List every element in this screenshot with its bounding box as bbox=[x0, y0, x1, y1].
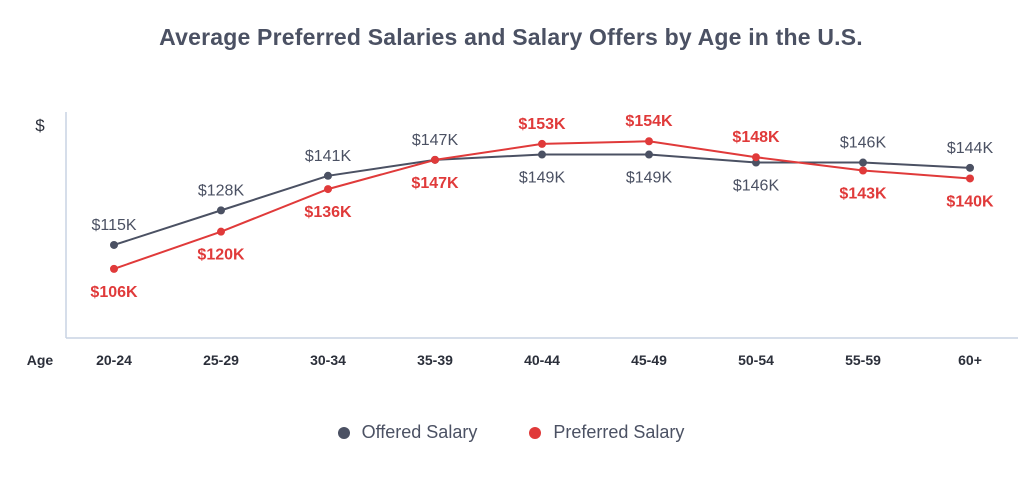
preferred-salary-data-label: $148K bbox=[732, 129, 780, 146]
offered-salary-data-label: $146K bbox=[733, 178, 780, 195]
offered-salary-point[interactable] bbox=[859, 158, 867, 167]
offered-salary-point[interactable] bbox=[110, 240, 118, 249]
offered-salary-point[interactable] bbox=[217, 206, 225, 215]
preferred-salary-data-label: $140K bbox=[946, 193, 994, 210]
x-tick-label: 60+ bbox=[958, 352, 982, 368]
preferred-salary-point[interactable] bbox=[324, 185, 332, 194]
data-points bbox=[110, 137, 974, 273]
offered-salary-data-label: $147K bbox=[412, 132, 459, 149]
x-tick-label: 20-24 bbox=[96, 352, 132, 368]
preferred-salary-data-label: $143K bbox=[839, 185, 887, 202]
y-axis-label: $ bbox=[35, 116, 45, 135]
x-tick-label: 55-59 bbox=[845, 352, 881, 368]
x-tick-label: 45-49 bbox=[631, 352, 667, 368]
offered-salary-data-label: $128K bbox=[198, 182, 245, 199]
preferred-salary-data-label: $153K bbox=[518, 116, 566, 133]
preferred-salary-point[interactable] bbox=[966, 174, 974, 183]
legend-label-preferred: Preferred Salary bbox=[553, 422, 685, 442]
preferred-salary-data-label: $136K bbox=[304, 204, 352, 221]
x-tick-labels: 20-24 25-29 30-34 35-39 40-44 45-49 50-54 55-59… bbox=[96, 352, 982, 368]
preferred-salary-point[interactable] bbox=[645, 137, 653, 146]
offered-salary-point[interactable] bbox=[538, 150, 546, 159]
x-tick-label: 25-29 bbox=[203, 352, 239, 368]
legend: Offered Salary Preferred Salary bbox=[0, 422, 1022, 443]
preferred-salary-data-label: $120K bbox=[197, 247, 245, 264]
legend-item-preferred[interactable]: Preferred Salary bbox=[529, 422, 684, 443]
preferred-salary-point[interactable] bbox=[217, 227, 225, 236]
offered-salary-point[interactable] bbox=[324, 171, 332, 180]
offered-salary-swatch bbox=[337, 426, 350, 439]
offered-salary-data-label: $115K bbox=[91, 217, 136, 234]
legend-label-offered: Offered Salary bbox=[361, 422, 478, 442]
preferred-salary-point[interactable] bbox=[859, 166, 867, 175]
offered-salary-data-label: $141K bbox=[305, 148, 352, 165]
preferred-salary-swatch bbox=[529, 426, 542, 439]
preferred-salary-point[interactable] bbox=[110, 264, 118, 273]
preferred-salary-point[interactable] bbox=[431, 155, 439, 164]
offered-salary-point[interactable] bbox=[966, 163, 974, 172]
legend-item-offered[interactable]: Offered Salary bbox=[337, 422, 478, 443]
chart-title: Average Preferred Salaries and Salary Of… bbox=[159, 24, 863, 50]
offered-salary-data-label: $149K bbox=[519, 170, 566, 187]
x-tick-label: 30-34 bbox=[310, 352, 346, 368]
preferred-salary-point[interactable] bbox=[752, 153, 760, 162]
preferred-salary-data-label: $106K bbox=[90, 284, 138, 301]
preferred-salary-point[interactable] bbox=[538, 139, 546, 148]
offered-salary-data-label: $144K bbox=[947, 140, 994, 157]
x-tick-label: 40-44 bbox=[524, 352, 560, 368]
preferred-salary-data-label: $154K bbox=[625, 113, 673, 130]
preferred-salary-data-label: $147K bbox=[411, 175, 459, 192]
x-axis-label: Age bbox=[27, 352, 54, 368]
offered-salary-data-label: $149K bbox=[626, 170, 673, 187]
offered-salary-data-label: $146K bbox=[840, 135, 887, 152]
offered-salary-point[interactable] bbox=[645, 150, 653, 159]
data-labels: $115K $106K $128K $120K $141K $136K $147K $147K… bbox=[90, 113, 994, 301]
x-tick-label: 35-39 bbox=[417, 352, 453, 368]
x-tick-label: 50-54 bbox=[738, 352, 774, 368]
